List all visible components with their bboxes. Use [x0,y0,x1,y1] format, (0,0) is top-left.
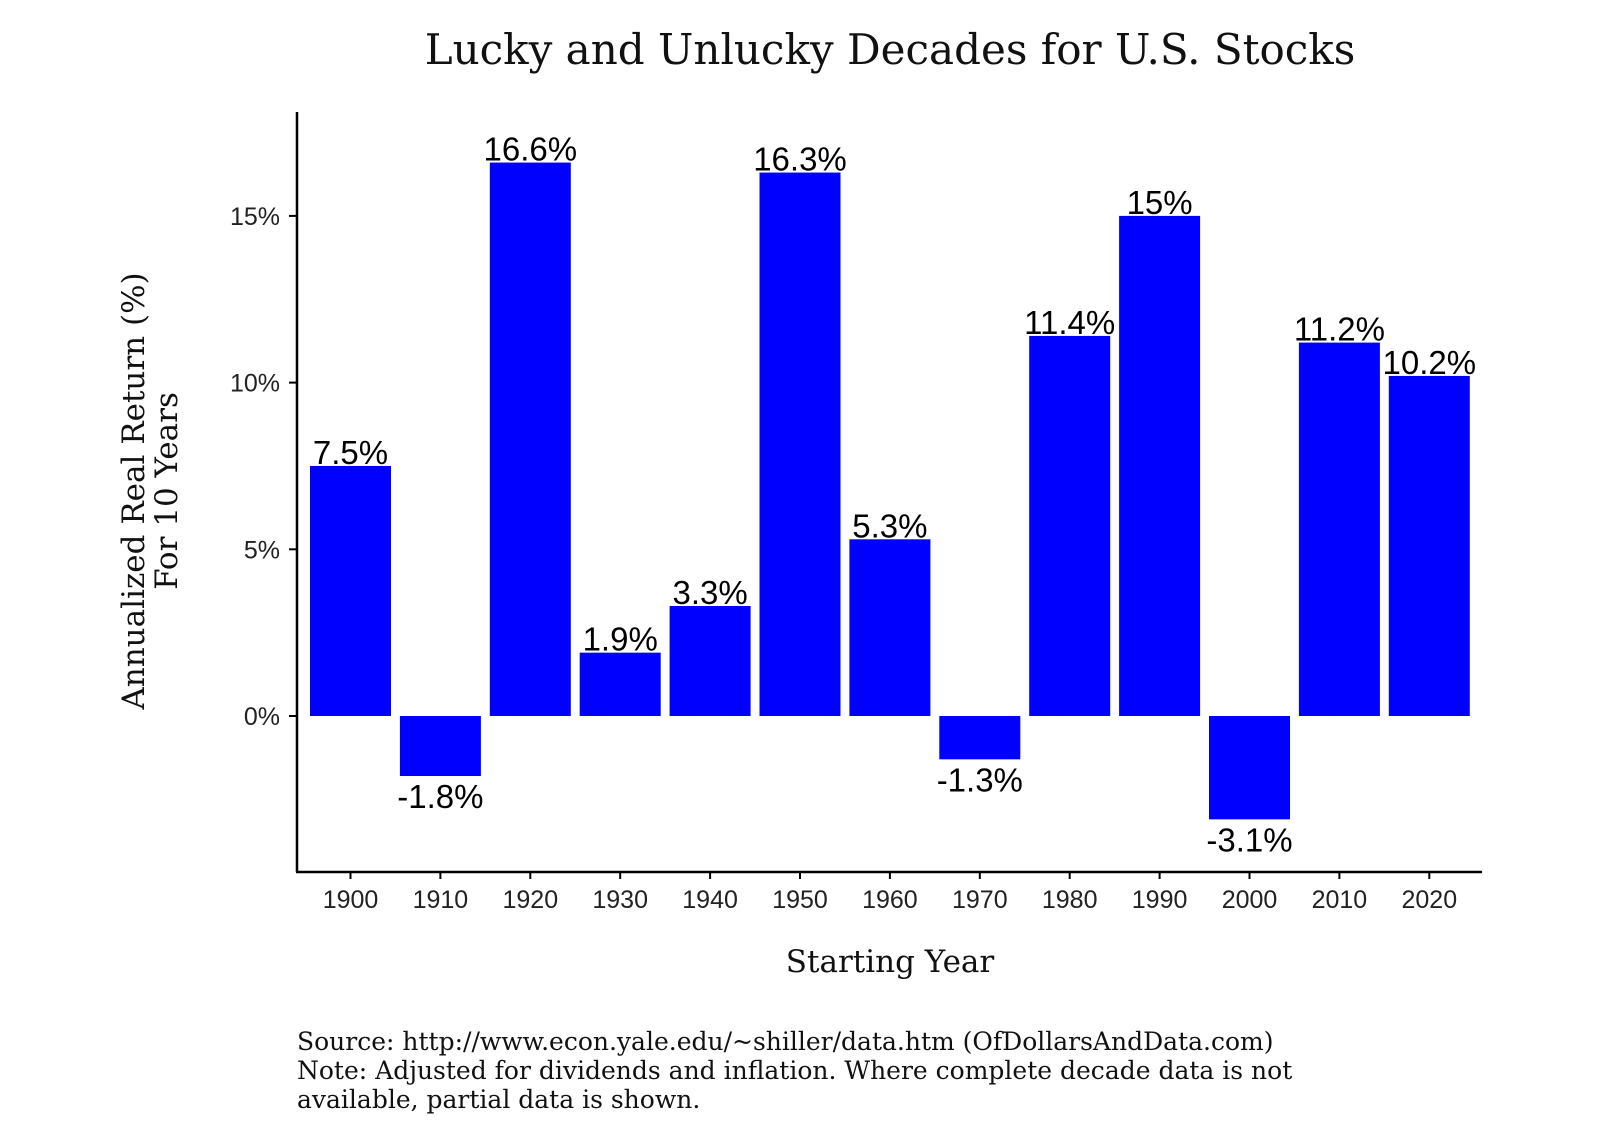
x-axis-label: Starting Year [786,944,995,980]
x-tick-label: 1920 [502,886,558,914]
x-tick-label: 2010 [1312,886,1368,914]
data-label-1990: 15% [1127,184,1193,221]
bar-1920 [489,162,571,716]
adjustment-note-line1: Note: Adjusted for dividends and inflati… [297,1056,1292,1085]
x-tick-label: 1940 [682,886,738,914]
bar-1930 [579,652,661,716]
y-tick-label: 5% [244,536,280,564]
x-tick-label: 1900 [323,886,379,914]
bar-1960 [849,539,931,716]
bar-1910 [399,716,481,777]
adjustment-note-line2: available, partial data is shown. [297,1085,700,1114]
bar-1970 [939,716,1021,760]
y-axis-label-line2: For 10 Years [149,392,185,590]
x-tick-label: 1910 [413,886,469,914]
y-axis-label-line1: Annualized Real Return (%) [116,272,152,710]
bar-2000 [1209,716,1290,820]
data-label-1970: -1.3% [937,761,1023,798]
x-tick-label: 2020 [1401,886,1457,914]
x-tick-label: 2000 [1222,886,1278,914]
data-label-1910: -1.8% [397,778,483,815]
y-tick-label: 0% [244,703,280,731]
bar-2010 [1298,342,1380,716]
x-tick-label: 1930 [592,886,648,914]
bar-1990 [1119,215,1201,716]
data-label-1980: 11.4% [1024,304,1115,341]
data-label-1940: 3.3% [672,574,747,611]
bar-1980 [1029,335,1111,716]
bar-1940 [669,605,751,716]
chart-title: Lucky and Unlucky Decades for U.S. Stock… [425,25,1356,74]
y-tick-label: 10% [230,370,280,398]
x-tick-label: 1990 [1132,886,1188,914]
data-label-2020: 10.2% [1383,344,1477,381]
data-label-1930: 1.9% [583,621,658,658]
y-tick-label: 15% [230,203,280,231]
data-label-1950: 16.3% [753,141,847,178]
data-label-1960: 5.3% [852,507,927,544]
x-tick-label: 1950 [772,886,828,914]
data-label-1920: 16.6% [484,131,578,168]
x-tick-label: 1970 [952,886,1008,914]
bar-2020 [1388,375,1470,716]
source-note: Source: http://www.econ.yale.edu/~shille… [297,1027,1273,1056]
x-tick-label: 1960 [862,886,918,914]
bar-1950 [759,172,841,717]
data-label-2010: 11.2% [1294,311,1385,348]
x-tick-label: 1980 [1042,886,1098,914]
data-label-1900: 7.5% [313,434,388,471]
bar-1900 [310,465,391,716]
data-label-2000: -3.1% [1206,821,1292,858]
